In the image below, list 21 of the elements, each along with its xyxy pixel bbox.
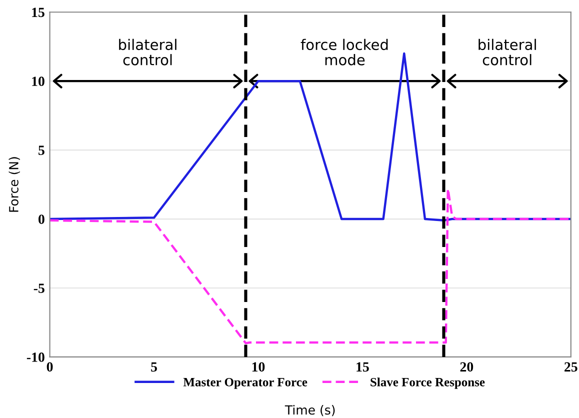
x-tick-label: 10 xyxy=(252,362,265,372)
y-axis-title: Force (N) xyxy=(8,157,20,212)
y-tick-label: 10 xyxy=(32,76,44,86)
y-tick-label: -5 xyxy=(34,284,44,293)
y-tick-label: -10 xyxy=(26,352,44,362)
x-tick-label: 20 xyxy=(460,362,474,372)
y-tick-label: 5 xyxy=(38,146,44,156)
line-series xyxy=(50,52,571,222)
x-axis-title: Time (s) xyxy=(284,404,335,416)
annotation: force locked mode xyxy=(300,38,388,66)
x-tick-label: 15 xyxy=(356,362,369,372)
line-series xyxy=(50,188,571,344)
x-tick-label: 25 xyxy=(564,362,578,372)
legend-label: Slave Force Response xyxy=(370,378,485,389)
annotation: bilateral control xyxy=(478,38,536,66)
y-tick-label: 15 xyxy=(32,8,44,18)
x-tick-label: 0 xyxy=(46,362,53,372)
annotation: bilateral control xyxy=(119,38,176,66)
x-tick-label: 5 xyxy=(151,362,157,372)
y-tick-label: 0 xyxy=(38,214,44,224)
legend-label: Master Operator Force xyxy=(183,378,308,389)
